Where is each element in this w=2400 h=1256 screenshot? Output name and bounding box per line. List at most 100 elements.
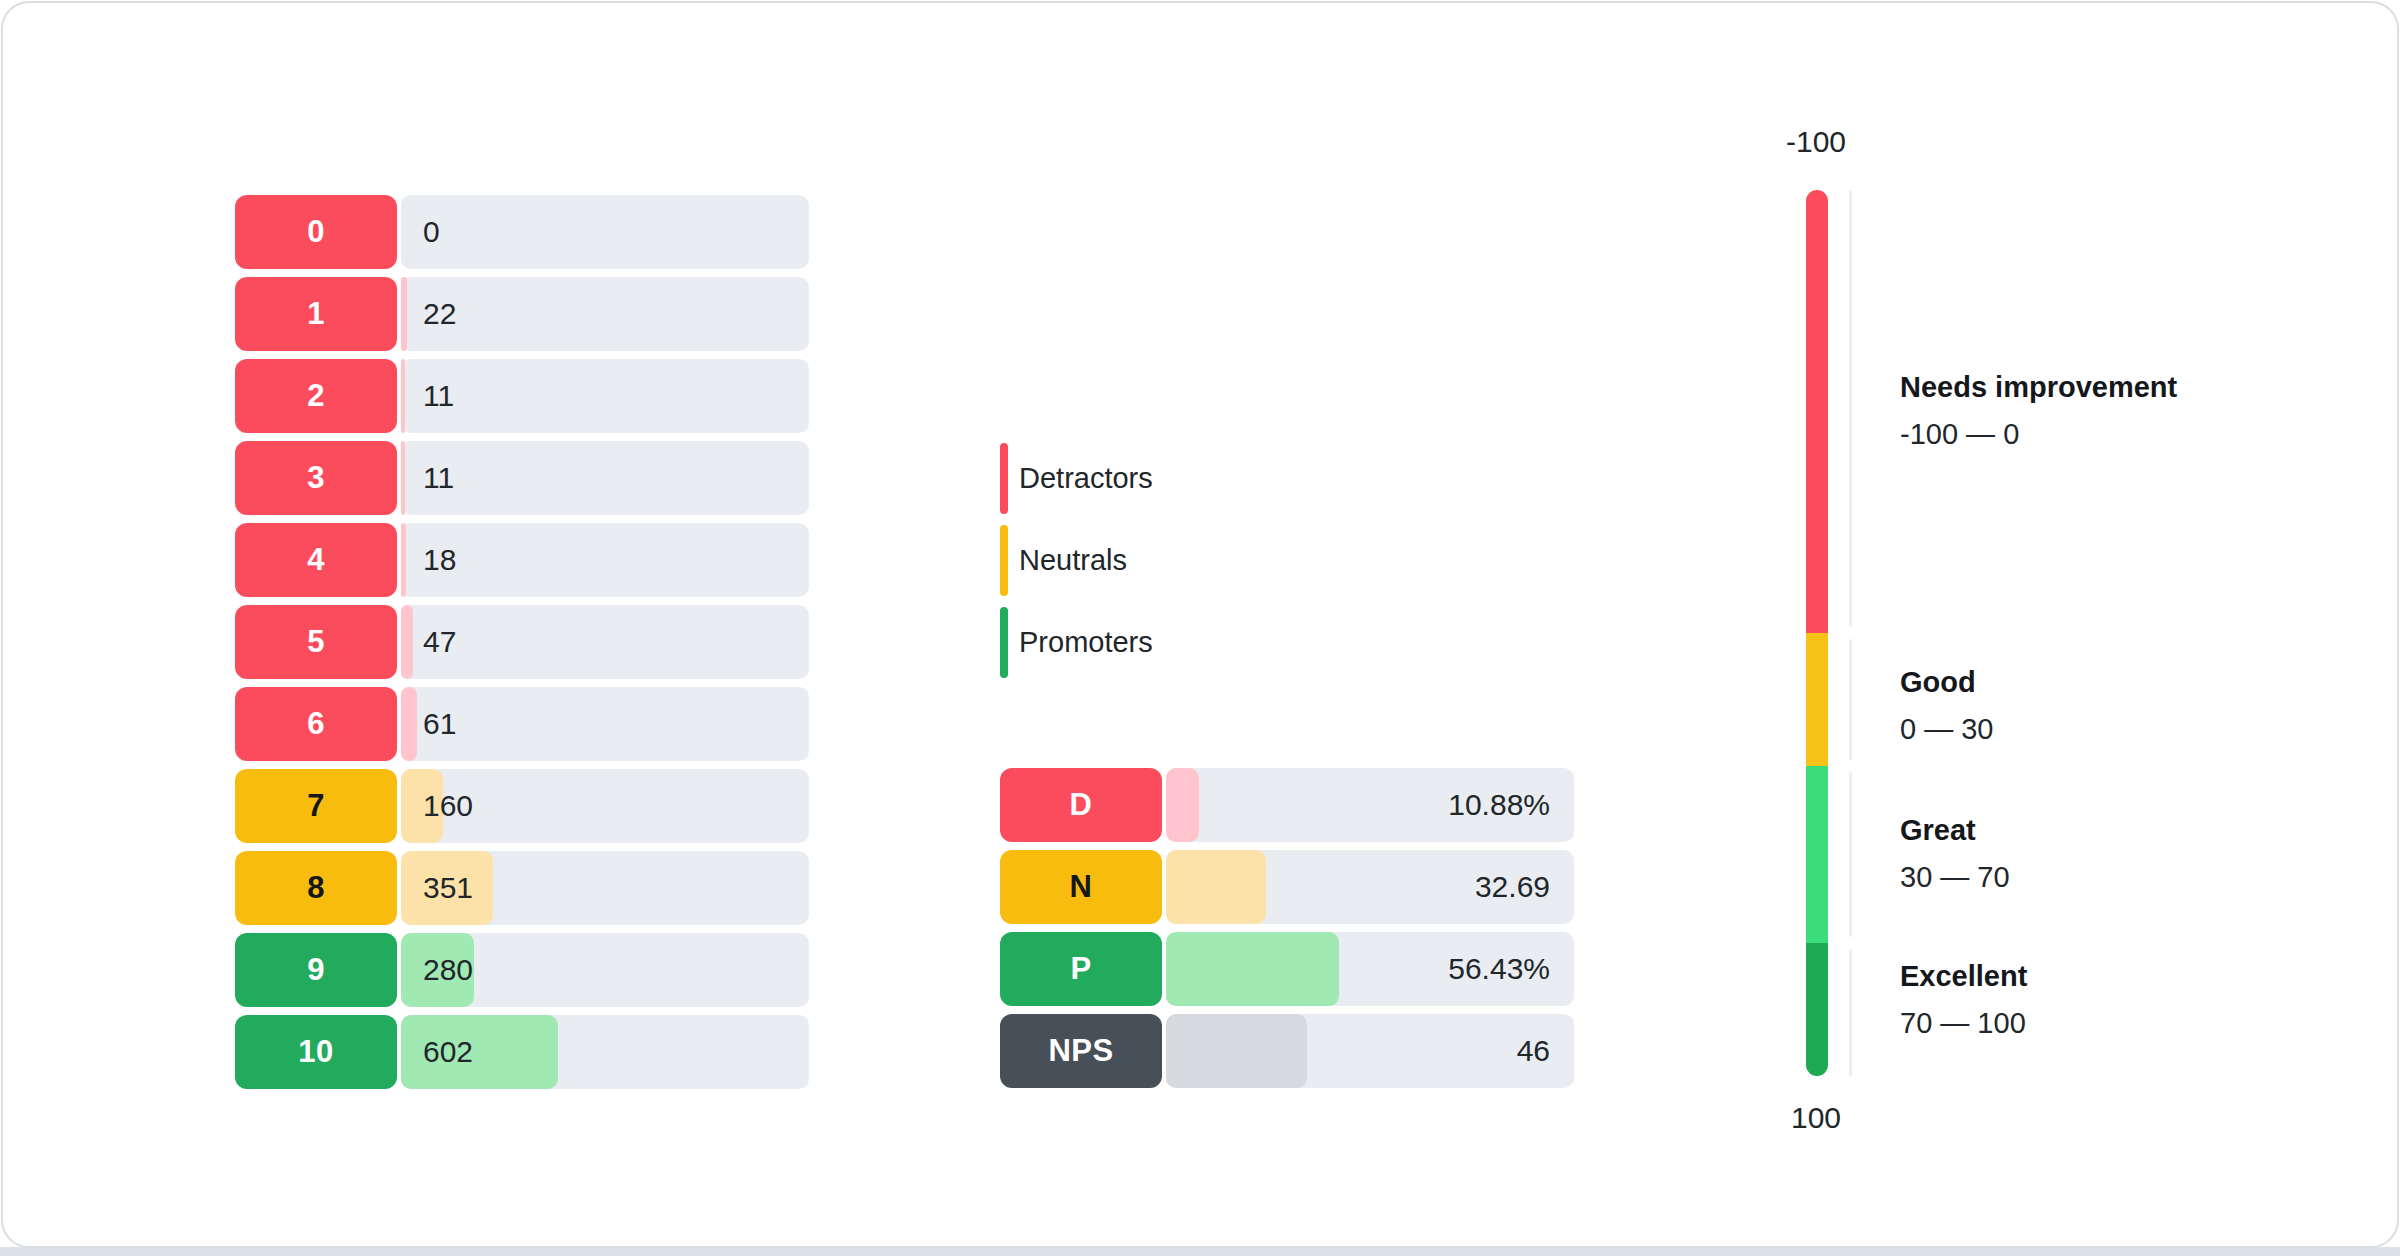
score-pill: 1 — [235, 277, 397, 351]
score-value: 11 — [423, 461, 454, 495]
score-track: 22 — [401, 277, 809, 351]
score-row-7: 7 160 — [235, 769, 809, 843]
summary-value: 10.88% — [1448, 788, 1550, 822]
nps-summary-chart: D 10.88% N 32.69 P 56.43% — [1000, 768, 1574, 1088]
gauge-min-label: 100 — [1746, 1101, 1886, 1135]
summary-pill: N — [1000, 850, 1162, 924]
legend-label: Neutrals — [1019, 544, 1127, 577]
score-pill: 9 — [235, 933, 397, 1007]
summary-value: 32.69 — [1475, 870, 1550, 904]
zone-name: Good — [1900, 666, 1994, 699]
summary-pill: D — [1000, 768, 1162, 842]
score-row-0: 0 0 — [235, 195, 809, 269]
score-fill — [401, 523, 406, 597]
score-track: 61 — [401, 687, 809, 761]
gauge-zone-needs-improvement: Needs improvement -100 — 0 — [1900, 371, 2177, 452]
zone-name: Great — [1900, 814, 2010, 847]
nps-dashboard-screen: 0 0 1 22 2 11 3 — [0, 0, 2400, 1256]
summary-track: 46 — [1166, 1014, 1574, 1088]
score-track: 280 — [401, 933, 809, 1007]
zone-range: 70 — 100 — [1900, 1007, 2027, 1040]
score-value: 0 — [423, 215, 440, 249]
legend-item-detractors: Detractors — [1000, 443, 1153, 514]
score-row-6: 6 61 — [235, 687, 809, 761]
gauge-segment-great — [1806, 766, 1828, 943]
summary-track: 10.88% — [1166, 768, 1574, 842]
gauge-segment-needs-improvement — [1806, 190, 1828, 633]
nps-dashboard-card: 0 0 1 22 2 11 3 — [1, 1, 2399, 1248]
summary-value: 56.43% — [1448, 952, 1550, 986]
summary-row-nps: NPS 46 — [1000, 1014, 1574, 1088]
score-fill — [401, 277, 407, 351]
gauge-segment-good — [1806, 633, 1828, 766]
score-track: 0 — [401, 195, 809, 269]
summary-fill — [1166, 1014, 1307, 1088]
page-bottom-strip — [0, 1247, 2400, 1256]
zone-range: 0 — 30 — [1900, 713, 1994, 746]
score-row-2: 2 11 — [235, 359, 809, 433]
score-row-9: 9 280 — [235, 933, 809, 1007]
score-distribution-chart: 0 0 1 22 2 11 3 — [235, 195, 809, 1089]
score-value: 22 — [423, 297, 456, 331]
score-track: 11 — [401, 359, 809, 433]
gauge-zone-excellent: Excellent 70 — 100 — [1900, 960, 2027, 1041]
score-pill: 8 — [235, 851, 397, 925]
legend-label: Detractors — [1019, 462, 1153, 495]
score-fill — [401, 359, 405, 433]
score-row-8: 8 351 — [235, 851, 809, 925]
gauge-zone-great: Great 30 — 70 — [1900, 814, 2010, 895]
score-pill: 7 — [235, 769, 397, 843]
summary-pill: P — [1000, 932, 1162, 1006]
score-value: 61 — [423, 707, 456, 741]
score-fill — [401, 687, 417, 761]
score-row-4: 4 18 — [235, 523, 809, 597]
score-track: 11 — [401, 441, 809, 515]
score-track: 47 — [401, 605, 809, 679]
score-fill — [401, 605, 413, 679]
score-value: 47 — [423, 625, 456, 659]
legend-label: Promoters — [1019, 626, 1153, 659]
legend: Detractors Neutrals Promoters — [1000, 443, 1153, 678]
score-fill — [401, 441, 405, 515]
score-pill: 2 — [235, 359, 397, 433]
summary-track: 56.43% — [1166, 932, 1574, 1006]
tick-segment — [1849, 639, 1852, 760]
summary-track: 32.69 — [1166, 850, 1574, 924]
gauge-segment-excellent — [1806, 943, 1828, 1076]
score-row-1: 1 22 — [235, 277, 809, 351]
score-track: 18 — [401, 523, 809, 597]
score-pill: 3 — [235, 441, 397, 515]
score-value: 280 — [423, 953, 473, 987]
summary-fill — [1166, 768, 1199, 842]
summary-value: 46 — [1517, 1034, 1550, 1068]
tick-segment — [1849, 772, 1852, 937]
score-value: 11 — [423, 379, 454, 413]
score-value: 351 — [423, 871, 473, 905]
legend-item-promoters: Promoters — [1000, 607, 1153, 678]
score-pill: 0 — [235, 195, 397, 269]
score-value: 602 — [423, 1035, 473, 1069]
score-row-10: 10 602 — [235, 1015, 809, 1089]
zone-range: -100 — 0 — [1900, 418, 2177, 451]
tick-segment — [1849, 949, 1852, 1076]
zone-range: 30 — 70 — [1900, 861, 2010, 894]
zone-name: Needs improvement — [1900, 371, 2177, 404]
gauge-tick-line — [1849, 190, 1852, 1076]
gauge-zone-good: Good 0 — 30 — [1900, 666, 1994, 747]
detractors-swatch-icon — [1000, 443, 1008, 514]
legend-item-neutrals: Neutrals — [1000, 525, 1153, 596]
score-pill: 10 — [235, 1015, 397, 1089]
summary-row-detractors: D 10.88% — [1000, 768, 1574, 842]
gauge-max-label: -100 — [1746, 125, 1886, 159]
score-row-5: 5 47 — [235, 605, 809, 679]
neutrals-swatch-icon — [1000, 525, 1008, 596]
promoters-swatch-icon — [1000, 607, 1008, 678]
score-pill: 6 — [235, 687, 397, 761]
summary-fill — [1166, 850, 1266, 924]
score-value: 160 — [423, 789, 473, 823]
score-row-3: 3 11 — [235, 441, 809, 515]
tick-segment — [1849, 190, 1852, 627]
score-track: 351 — [401, 851, 809, 925]
score-pill: 5 — [235, 605, 397, 679]
summary-row-promoters: P 56.43% — [1000, 932, 1574, 1006]
